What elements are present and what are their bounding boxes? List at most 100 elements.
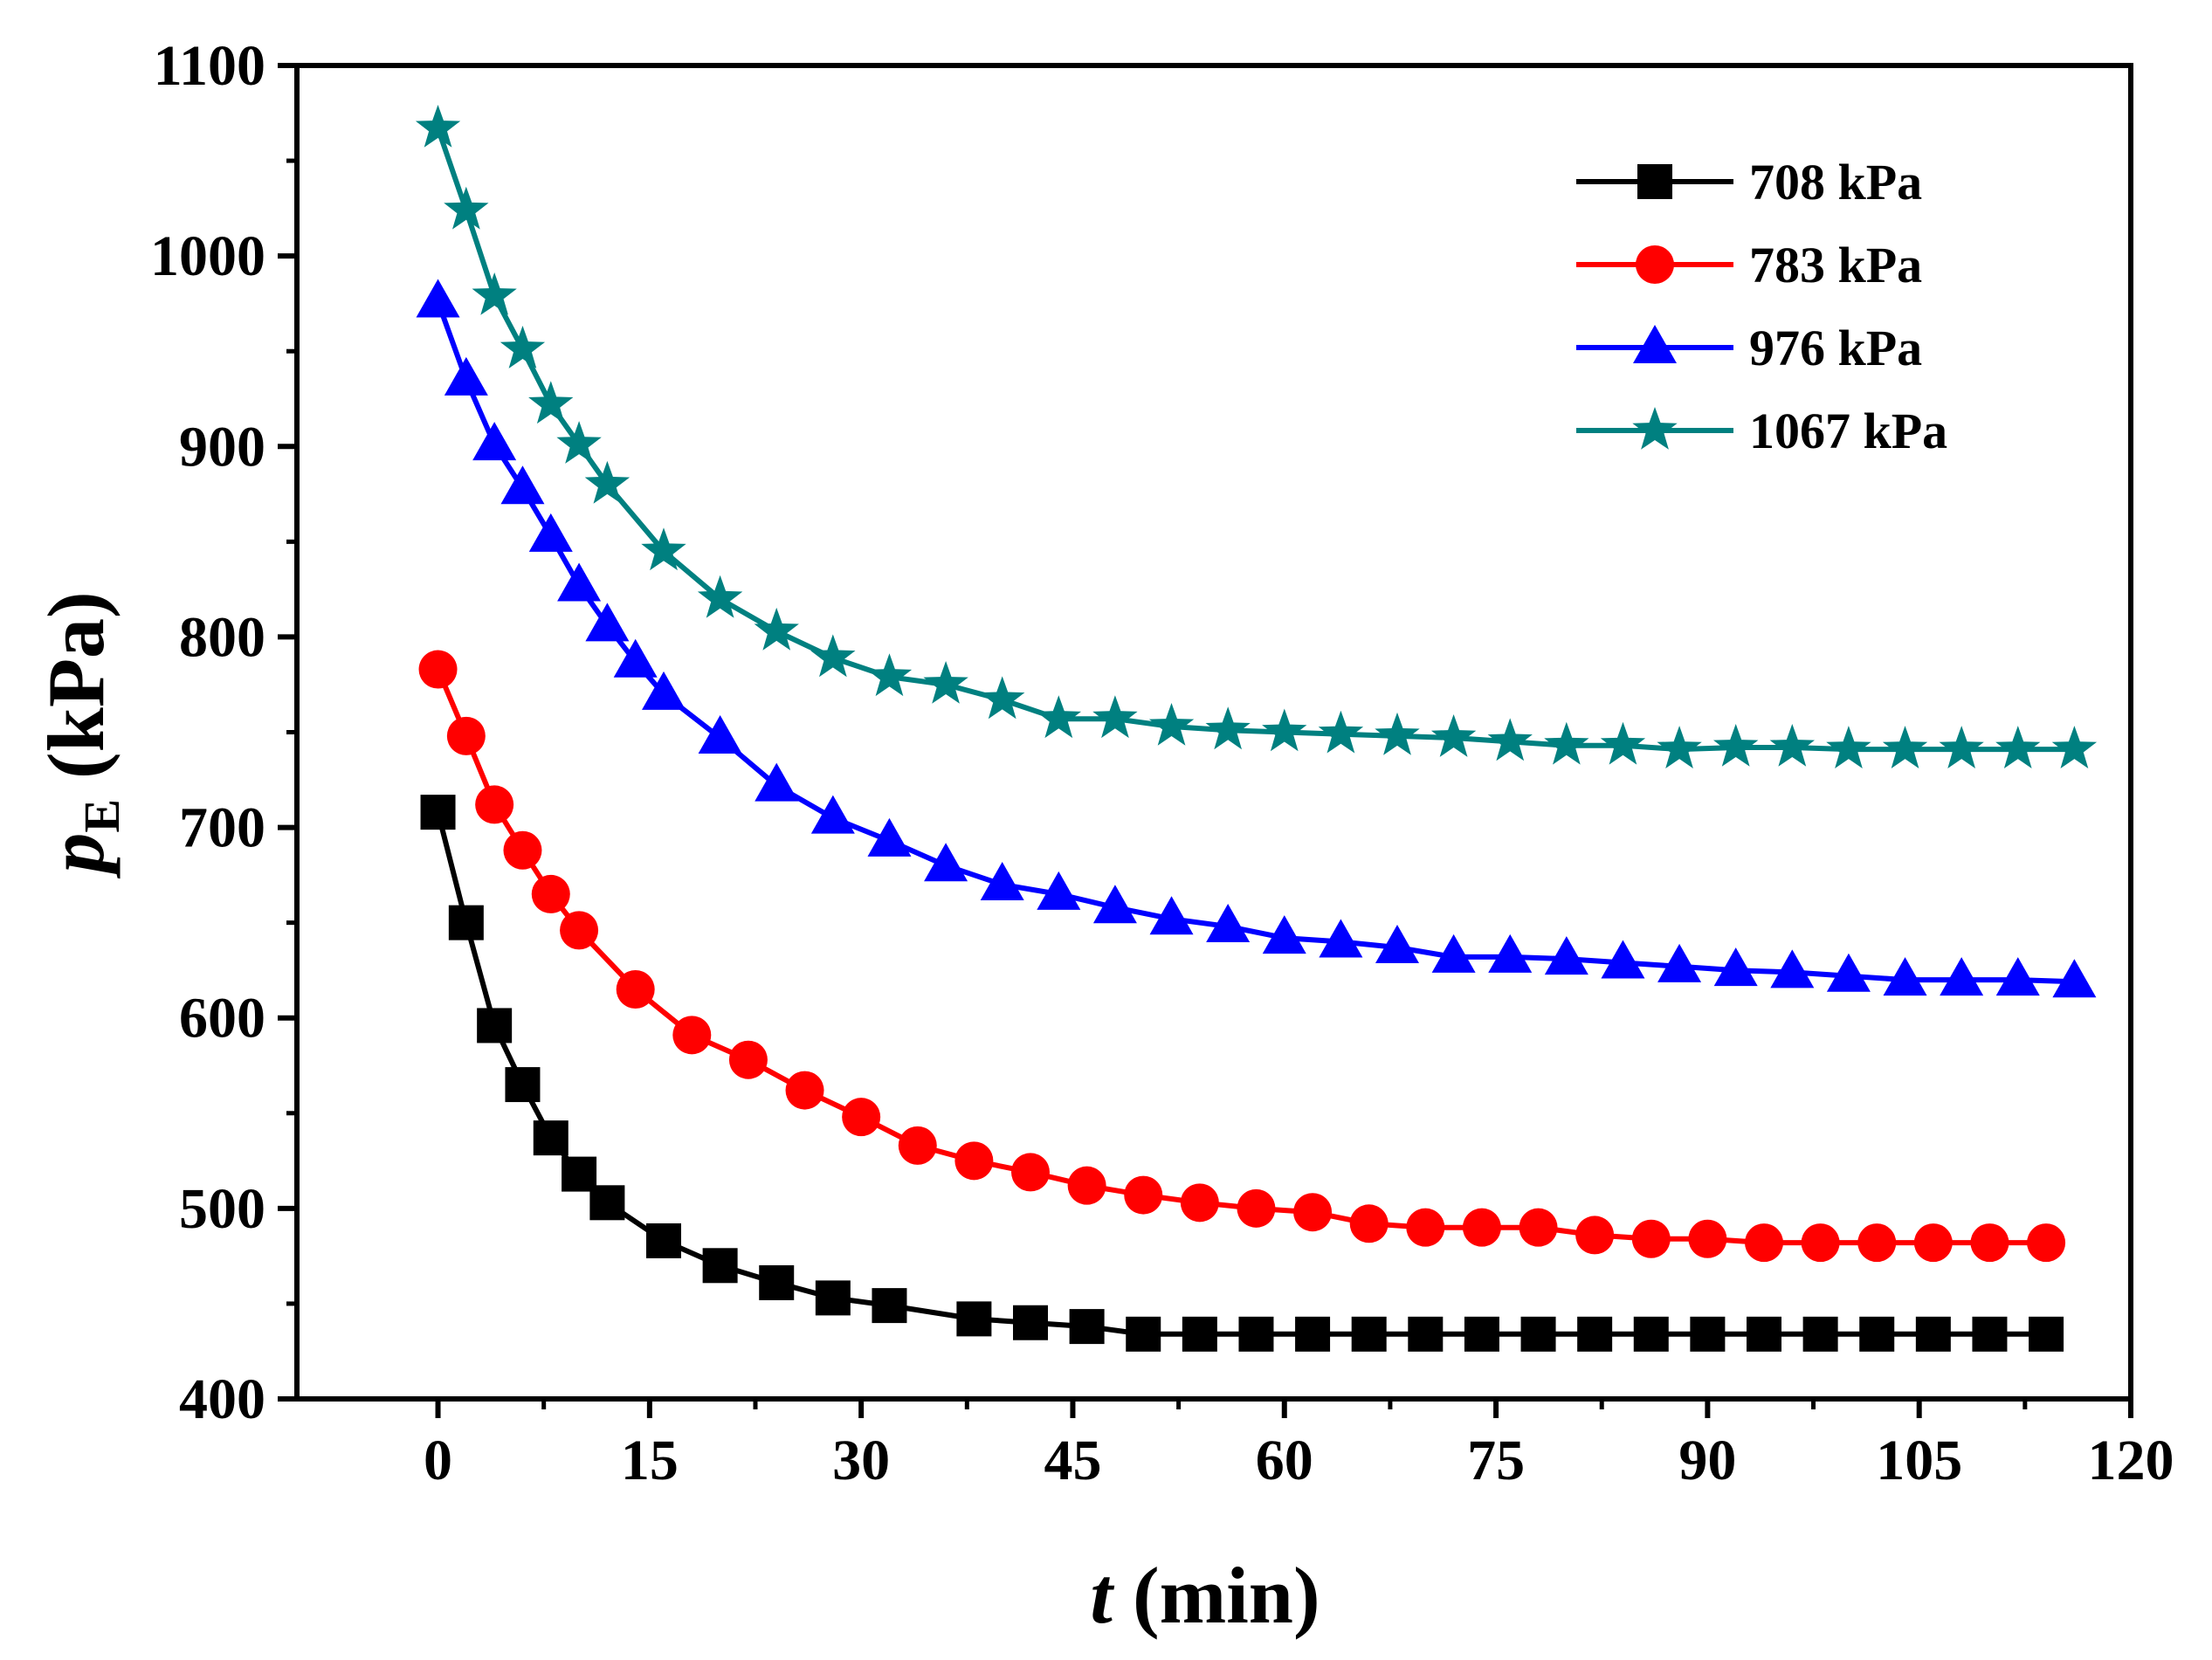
data-point [420,795,456,830]
y-tick-label: 500 [179,1177,265,1241]
series-2 [416,279,2097,998]
y-tick-label: 900 [179,415,265,479]
legend-label: 976 kPa [1749,320,1922,376]
y-tick-label: 1000 [150,224,265,288]
data-point [1519,1208,1558,1247]
data-point [560,911,599,950]
legend-marker [1636,245,1674,284]
x-axis-unit: (min) [1113,1551,1320,1640]
y-axis-variable: p [31,833,121,879]
y-tick-label: 700 [179,796,265,860]
data-point [1631,1219,1671,1258]
y-tick-label: 1100 [154,34,265,98]
data-point [477,1008,513,1044]
data-point [1657,943,1702,982]
data-point [1488,933,1533,973]
data-point [1913,1223,1953,1263]
legend-entry: 1067 kPa [1576,403,1947,459]
data-point [867,817,912,857]
data-point [1826,953,1871,992]
y-axis-subscript: E [73,799,130,833]
axis-titles: t (min) pE (kPa) [31,591,1320,1640]
data-point [500,465,545,505]
data-point [1882,726,1928,768]
data-point [1600,721,1646,765]
data-point [1069,1309,1105,1345]
data-point [1915,1316,1951,1352]
x-axis-variable: t [1090,1551,1114,1640]
series-line [435,300,2075,985]
data-point [533,1120,569,1156]
series-0 [420,795,2064,1352]
data-point [872,1288,907,1324]
data-point [1520,1316,1556,1352]
data-point [1408,1316,1444,1352]
data-point [924,843,968,882]
data-point [923,661,968,704]
data-point [1745,1223,1783,1263]
x-tick-label: 75 [1467,1429,1525,1492]
data-point [1544,721,1589,765]
y-axis-title: pE (kPa) [31,591,130,878]
data-point [584,460,631,504]
y-axis-unit: (kPa) [31,591,121,799]
data-point [444,356,488,396]
data-point [416,279,460,318]
data-point [1769,724,1815,767]
series-layer [415,105,2098,1352]
x-tick-label: 105 [1876,1429,1962,1492]
data-point [698,715,742,754]
data-point [472,422,517,461]
data-point [585,603,630,642]
data-point [1883,957,1927,996]
data-point [1970,1223,2009,1263]
data-point [1859,1316,1895,1352]
data-point [1237,1188,1276,1228]
data-point [1688,1219,1727,1258]
data-point [2052,959,2097,998]
data-point [1036,695,1081,739]
data-point [1972,1316,2008,1352]
data-point [1180,1183,1219,1223]
x-tick-label: 30 [832,1429,890,1492]
data-point [759,1264,795,1300]
data-point [448,905,484,940]
data-point [702,1248,738,1284]
legend-entry: 708 kPa [1576,154,1922,210]
data-point [1406,1208,1445,1247]
data-point [898,1126,937,1165]
data-point [1939,726,1984,768]
legend-label: 783 kPa [1749,237,1922,293]
data-point [1375,925,1419,964]
x-tick-label: 60 [1256,1429,1313,1492]
data-point [472,272,517,315]
data-point [1713,724,1759,767]
data-point [415,105,461,148]
data-point [755,762,799,802]
data-point [1657,726,1702,768]
data-point [1262,915,1306,954]
data-point [500,326,546,369]
x-tick-label: 45 [1044,1429,1101,1492]
data-point [2051,726,2098,768]
axes: 0 15 30 45 60 75 90 105 120 400 500 600 700 800 900 100… [150,34,2174,1492]
y-tick-label: 600 [179,987,265,1050]
x-axis-title: t (min) [1090,1551,1320,1640]
data-point [1067,1166,1106,1205]
data-point [1092,885,1137,924]
data-point [672,1016,712,1055]
data-point [1013,1305,1048,1340]
legend-label: 708 kPa [1749,154,1922,210]
data-point [1633,1316,1669,1352]
data-point [1995,726,2041,768]
data-point [1037,871,1081,910]
data-point [1690,1316,1726,1352]
data-point [2027,1223,2066,1263]
x-tick-label: 0 [424,1429,452,1492]
y-tick-label: 400 [179,1367,265,1431]
data-point [1011,1153,1050,1192]
data-point [1577,1316,1613,1352]
data-point [1349,1204,1389,1243]
